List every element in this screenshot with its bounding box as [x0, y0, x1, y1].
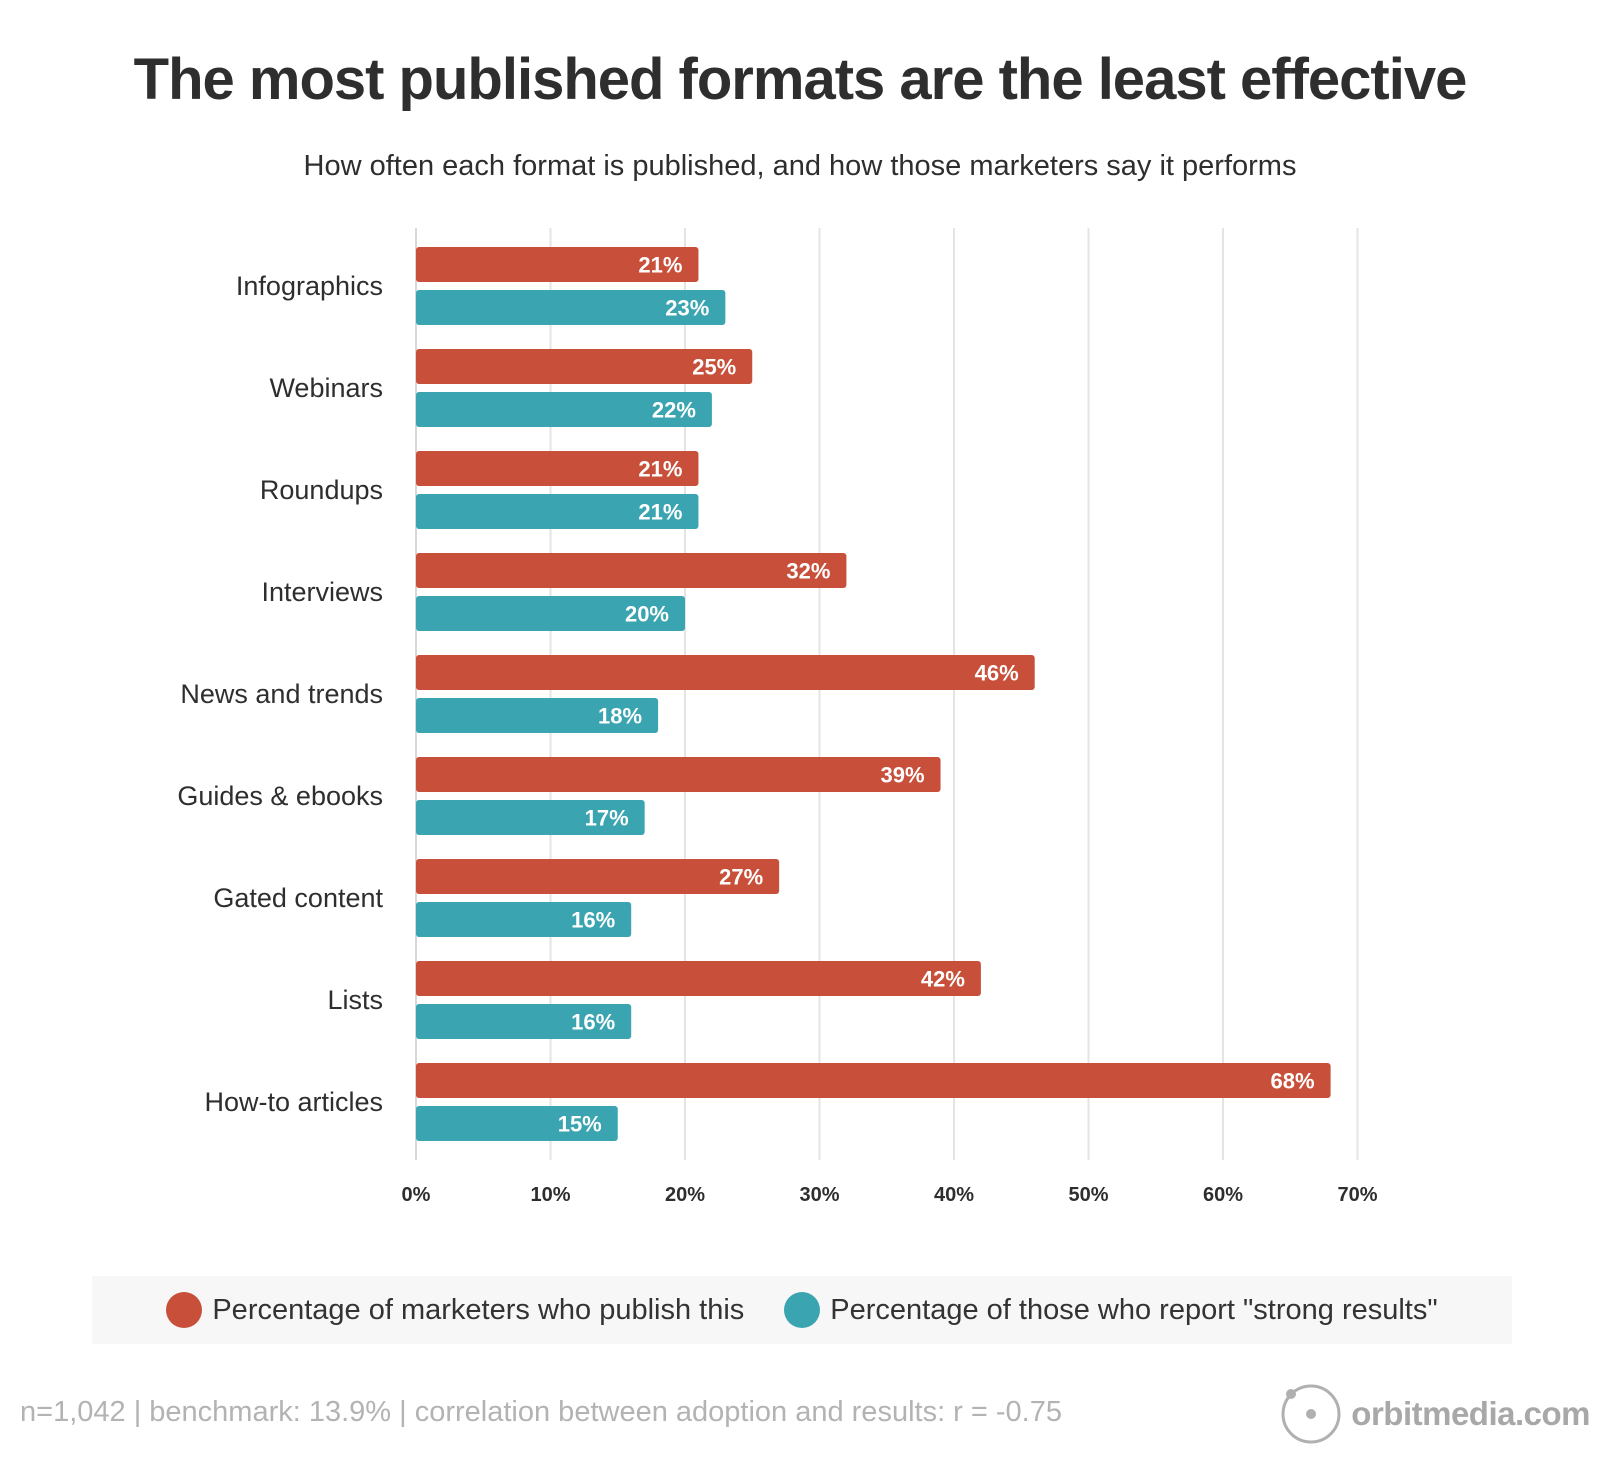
- category-label: How-to articles: [204, 1087, 383, 1117]
- bar-publish: [416, 961, 981, 996]
- legend-swatch-strong: [784, 1292, 821, 1328]
- category-label: Interviews: [261, 577, 383, 607]
- brand-logo: orbitmedia.com: [1279, 1382, 1590, 1446]
- x-tick-label: 60%: [1203, 1184, 1243, 1206]
- category-label: Lists: [327, 985, 383, 1015]
- bar-strong-results: [416, 290, 726, 325]
- bar-value-label: 68%: [1271, 1069, 1315, 1094]
- category-label: Infographics: [236, 271, 383, 301]
- bar-value-label: 21%: [638, 500, 682, 525]
- bar-strong-results: [416, 800, 645, 835]
- category-label: News and trends: [180, 679, 383, 709]
- legend-item-strong: Percentage of those who report "strong r…: [784, 1292, 1438, 1328]
- bar-strong-results: [416, 902, 632, 937]
- x-tick-label: 30%: [799, 1184, 839, 1206]
- bar-value-label: 39%: [881, 763, 925, 788]
- bar-publish: [416, 859, 780, 894]
- legend-item-publish: Percentage of marketers who publish this: [166, 1292, 744, 1328]
- bar-publish: [416, 247, 699, 282]
- chart-title: The most published formats are the least…: [133, 47, 1468, 112]
- category-label: Webinars: [269, 373, 383, 403]
- bar-value-label: 16%: [571, 1010, 615, 1035]
- bar-strong-results: [416, 392, 712, 427]
- bar-value-label: 22%: [652, 398, 696, 423]
- x-tick-label: 20%: [665, 1184, 705, 1206]
- bar-value-label: 20%: [625, 602, 669, 627]
- bar-publish: [416, 553, 847, 588]
- bar-value-label: 25%: [692, 355, 736, 380]
- bar-publish: [416, 349, 753, 384]
- bar-value-label: 23%: [665, 296, 709, 321]
- bar-publish: [416, 655, 1035, 690]
- category-label: Guides & ebooks: [177, 781, 383, 811]
- bar-strong-results: [416, 494, 699, 529]
- bar-value-label: 42%: [921, 967, 965, 992]
- bar-publish: [416, 1063, 1331, 1098]
- bar-strong-results: [416, 1106, 618, 1141]
- bar-publish: [416, 757, 941, 792]
- bar-value-label: 21%: [638, 253, 682, 278]
- footer-note: n=1,042 | benchmark: 13.9% | correlation…: [20, 1396, 1062, 1428]
- bar-value-label: 27%: [719, 865, 763, 890]
- bar-publish: [416, 451, 699, 486]
- legend-label-strong: Percentage of those who report "strong r…: [830, 1293, 1438, 1326]
- bar-value-label: 17%: [585, 806, 629, 831]
- x-tick-label: 0%: [402, 1184, 431, 1206]
- orbit-logo-icon: [1281, 1384, 1341, 1444]
- bar-value-label: 32%: [786, 559, 830, 584]
- x-tick-label: 40%: [934, 1184, 974, 1206]
- category-label: Roundups: [260, 475, 383, 505]
- bar-value-label: 16%: [571, 908, 615, 933]
- bar-strong-results: [416, 596, 685, 631]
- legend: Percentage of marketers who publish this…: [92, 1276, 1512, 1344]
- logo-text: orbitmedia.com: [1351, 1395, 1590, 1432]
- legend-swatch-publish: [166, 1292, 203, 1328]
- x-tick-label: 10%: [530, 1184, 570, 1206]
- chart-subtitle: How often each format is published, and …: [303, 150, 1297, 182]
- bar-value-label: 46%: [975, 661, 1019, 686]
- category-label: Gated content: [213, 883, 383, 913]
- x-tick-label: 70%: [1337, 1184, 1377, 1206]
- x-tick-label: 50%: [1068, 1184, 1108, 1206]
- bar-value-label: 21%: [638, 457, 682, 482]
- bar-value-label: 18%: [598, 704, 642, 729]
- bar-value-label: 15%: [558, 1112, 602, 1137]
- legend-label-publish: Percentage of marketers who publish this: [212, 1293, 745, 1326]
- bar-chart: 0% 10% 20% 30% 40% 50% 60% 70% Infographics 21% 23…: [177, 228, 1378, 1206]
- bar-strong-results: [416, 1004, 632, 1039]
- bar-strong-results: [416, 698, 659, 733]
